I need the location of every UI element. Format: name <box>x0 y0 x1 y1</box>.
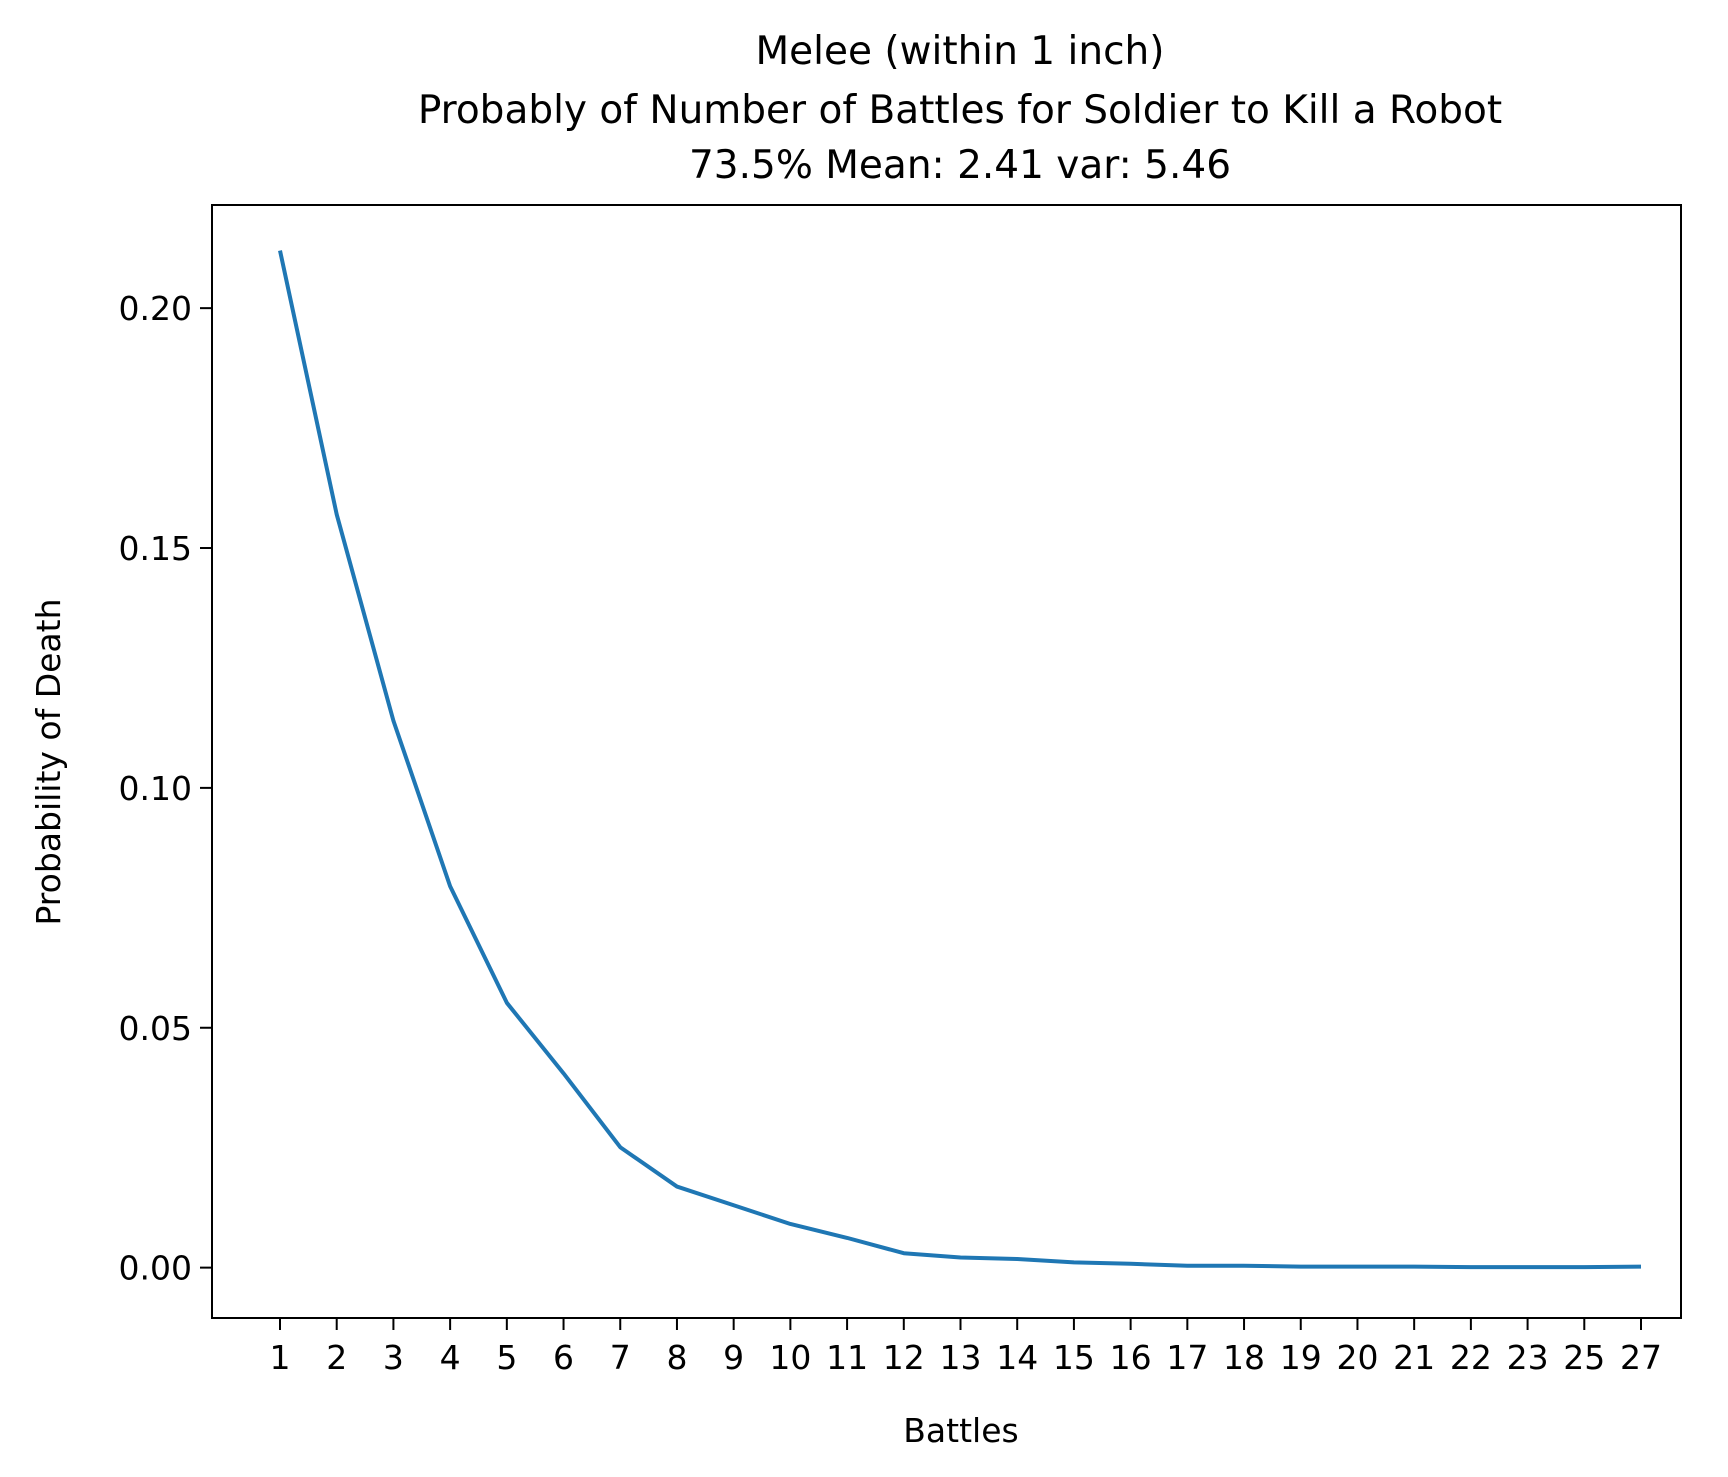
x-tick-label: 22 <box>1450 1338 1492 1377</box>
y-tick-label: 0.10 <box>119 769 192 808</box>
y-tick-label: 0.20 <box>119 289 192 328</box>
data-point <box>278 249 282 253</box>
x-axis-ticks: 1 2 3 4 5 6 7 8 9 10 11 12 13 14 15 16 17 18 19 20 21 22 23 25 2… <box>270 1318 1662 1377</box>
data-point <box>845 1236 849 1240</box>
y-axis-label: Probability of Death <box>29 598 68 925</box>
x-tick-label: 11 <box>826 1338 868 1377</box>
chart-title-line-3: 73.5% Mean: 2.41 var: 5.46 <box>689 143 1231 188</box>
series-line <box>278 250 1642 1270</box>
chart-title-line-2: Probably of Number of Battles for Soldie… <box>418 88 1502 133</box>
x-tick-label: 13 <box>940 1338 982 1377</box>
x-tick-label: 19 <box>1280 1338 1322 1377</box>
data-point <box>1582 1265 1586 1269</box>
y-tick-label: 0.00 <box>119 1249 192 1288</box>
data-point <box>618 1145 622 1149</box>
x-tick-label: 16 <box>1110 1338 1152 1377</box>
data-point <box>562 1071 566 1075</box>
data-point <box>788 1222 792 1226</box>
data-point <box>1412 1265 1416 1269</box>
data-point <box>391 719 395 723</box>
data-point <box>902 1251 906 1255</box>
data-point <box>675 1185 679 1189</box>
plot-frame <box>211 204 1682 1319</box>
data-point <box>1526 1265 1530 1269</box>
y-tick-label: 0.05 <box>119 1009 192 1048</box>
x-tick-label: 12 <box>883 1338 925 1377</box>
x-tick-label: 21 <box>1393 1338 1435 1377</box>
data-point <box>959 1256 963 1260</box>
x-tick-label: 7 <box>610 1338 631 1377</box>
data-point <box>505 1001 509 1005</box>
y-tick-label: 0.15 <box>119 529 192 568</box>
y-axis-ticks: 0.00 0.05 0.10 0.15 0.20 <box>119 289 212 1288</box>
data-point <box>1072 1260 1076 1264</box>
data-point <box>1639 1265 1643 1269</box>
x-tick-label: 3 <box>383 1338 404 1377</box>
x-tick-label: 9 <box>723 1338 744 1377</box>
data-point <box>1242 1264 1246 1268</box>
x-tick-label: 15 <box>1053 1338 1095 1377</box>
x-tick-label: 4 <box>440 1338 461 1377</box>
x-tick-label: 10 <box>769 1338 811 1377</box>
data-point <box>732 1203 736 1207</box>
data-point <box>1299 1265 1303 1269</box>
data-point <box>335 512 339 516</box>
x-tick-label: 18 <box>1223 1338 1265 1377</box>
x-tick-label: 2 <box>326 1338 347 1377</box>
x-tick-label: 8 <box>666 1338 687 1377</box>
x-tick-label: 20 <box>1336 1338 1378 1377</box>
data-point <box>1015 1257 1019 1261</box>
x-tick-label: 5 <box>496 1338 517 1377</box>
data-point <box>1129 1262 1133 1266</box>
x-tick-label: 17 <box>1166 1338 1208 1377</box>
x-tick-label: 27 <box>1620 1338 1662 1377</box>
x-tick-label: 6 <box>553 1338 574 1377</box>
x-tick-label: 14 <box>996 1338 1038 1377</box>
data-point <box>1469 1265 1473 1269</box>
x-tick-label: 23 <box>1507 1338 1549 1377</box>
data-point <box>1185 1264 1189 1268</box>
x-axis-label: Battles <box>903 1411 1018 1450</box>
x-tick-label: 25 <box>1563 1338 1605 1377</box>
data-point <box>1355 1265 1359 1269</box>
chart-title-line-1: Melee (within 1 inch) <box>756 29 1165 74</box>
data-point <box>448 884 452 888</box>
x-tick-label: 1 <box>270 1338 291 1377</box>
